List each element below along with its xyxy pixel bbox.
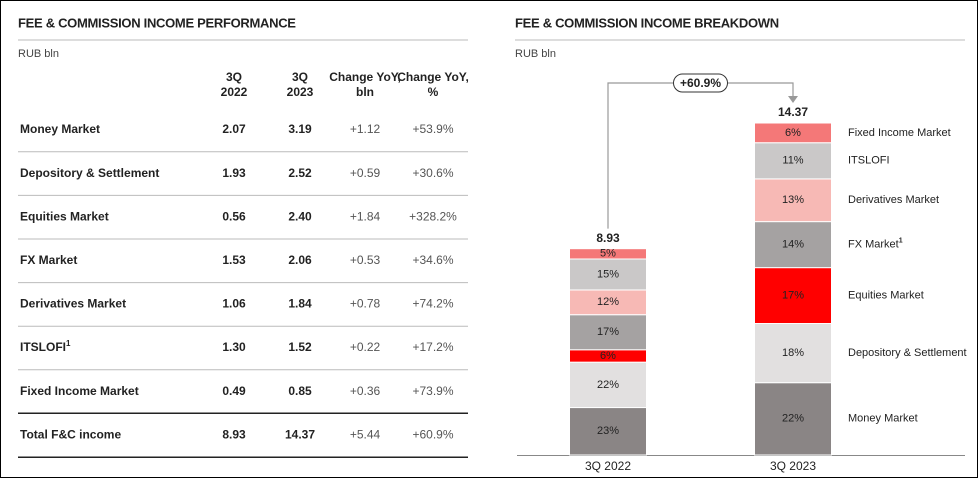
chart-title: FEE & COMMISSION INCOME BREAKDOWN [515, 15, 779, 30]
bar-segment [569, 407, 647, 456]
bar-total: 8.93 [596, 231, 620, 245]
cell: 2.52 [288, 166, 312, 180]
row-label: FX Market [20, 253, 77, 267]
column-header: Change YoY,% [397, 70, 469, 99]
segment-label: 12% [597, 296, 619, 308]
cell: +73.9% [412, 384, 453, 398]
annotation-pill [673, 73, 728, 93]
legend-label: Derivatives Market [848, 194, 939, 206]
bar-segment [754, 122, 832, 144]
segment-label: 13% [782, 194, 804, 206]
annotation: +60.9% [680, 76, 721, 90]
legend-label: Fixed Income Market [848, 127, 951, 139]
bar-segment [569, 361, 647, 409]
segment-label: 22% [782, 413, 804, 425]
row-label: Derivatives Market [20, 297, 126, 311]
cell: +328.2% [409, 209, 457, 223]
cell: 3.19 [288, 122, 312, 136]
segment-label: 6% [600, 350, 616, 362]
segment-label: 6% [785, 127, 801, 139]
cell: +30.6% [412, 166, 453, 180]
cell: 1.30 [222, 340, 246, 354]
segment-label: 22% [597, 379, 619, 391]
legend-label: Equities Market [848, 289, 924, 301]
cell: 1.06 [222, 297, 246, 311]
segment-label: 17% [782, 289, 804, 301]
cell: 14.37 [285, 427, 315, 441]
cell: 0.56 [222, 209, 246, 223]
bar-total: 14.37 [778, 105, 808, 119]
row-label: ITSLOFI1 [20, 339, 71, 354]
arrow-head [788, 96, 798, 103]
table-title: FEE & COMMISSION INCOME PERFORMANCE [18, 15, 296, 30]
cell: +1.12 [350, 122, 381, 136]
bar-segment [754, 267, 832, 325]
legend-label: ITSLOFI [848, 155, 890, 167]
cell: +53.9% [412, 122, 453, 136]
x-tick-label: 3Q 2023 [770, 459, 816, 473]
cell: 8.93 [222, 427, 246, 441]
row-label: Total F&C income [20, 427, 121, 441]
cell: +0.78 [350, 297, 381, 311]
column-header: Change YoY, bln [329, 70, 401, 99]
bar-segment [569, 289, 647, 316]
cell: 0.85 [288, 384, 312, 398]
x-tick-label: 3Q 2022 [585, 459, 631, 473]
cell: 0.49 [222, 384, 246, 398]
cell: +0.22 [350, 340, 381, 354]
cell: 2.06 [288, 253, 312, 267]
row-label: Equities Market [20, 209, 109, 223]
segment-label: 23% [597, 425, 619, 437]
cell: 1.52 [288, 340, 312, 354]
cell: 2.07 [222, 122, 246, 136]
column-header: 3Q 2023 [287, 70, 314, 99]
segment-label: 14% [782, 239, 804, 251]
row-label: Fixed Income Market [20, 384, 139, 398]
column-header: 3Q 2022 [221, 70, 248, 99]
legend-label: Money Market [848, 413, 918, 425]
bar-segment [754, 382, 832, 456]
cell: +17.2% [412, 340, 453, 354]
bar-segment [569, 248, 647, 260]
cell: +34.6% [412, 253, 453, 267]
legend-label: Depository & Settlement [848, 347, 967, 359]
cell: +0.59 [350, 166, 381, 180]
cell: +5.44 [350, 427, 381, 441]
cell: 1.53 [222, 253, 246, 267]
cell: +0.53 [350, 253, 381, 267]
segment-label: 5% [600, 248, 616, 260]
row-label: Depository & Settlement [20, 166, 159, 180]
cell: +0.36 [350, 384, 381, 398]
bar-segment [754, 178, 832, 223]
segment-label: 11% [782, 155, 803, 167]
cell: 2.40 [288, 209, 312, 223]
cell: +74.2% [412, 297, 453, 311]
cell: +1.84 [350, 209, 381, 223]
bar-segment [754, 221, 832, 269]
chart-unit: RUB bln [515, 48, 556, 60]
row-label: Money Market [20, 122, 100, 136]
cell: 1.84 [288, 297, 312, 311]
segment-label: 18% [782, 347, 804, 359]
cell: 1.93 [222, 166, 246, 180]
table-unit: RUB bln [18, 48, 59, 60]
legend-label: FX Market1 [848, 237, 903, 250]
bar-segment [569, 314, 647, 351]
segment-label: 17% [597, 326, 619, 338]
segment-label: 15% [597, 268, 619, 280]
cell: +60.9% [412, 427, 453, 441]
